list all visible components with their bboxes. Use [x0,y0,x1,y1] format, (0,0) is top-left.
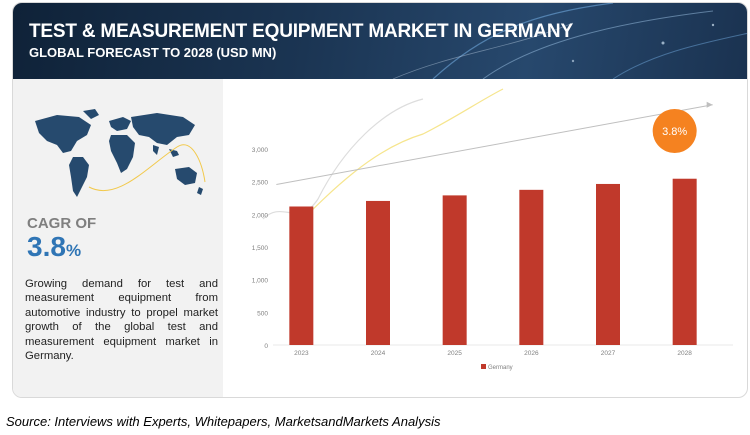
cagr-number: 3.8 [27,231,66,262]
x-tick-label: 2026 [524,350,539,357]
bar-2024 [366,200,390,345]
x-tick-label: 2023 [294,350,309,357]
summary-panel: CAGR OF 3.8% Growing demand for test and… [13,79,223,397]
chart-subtitle: GLOBAL FORECAST TO 2028 (USD MN) [29,45,277,60]
bar-2026 [519,189,544,345]
cagr-badge-label: 3.8% [662,126,687,138]
bar-2025 [442,195,467,345]
bar-2027 [596,183,620,345]
chart-area: 0 500 1,000 1,500 2,000 2,500 3,000 2023 2024 202… [223,79,747,397]
y-tick-label: 2,500 [252,180,269,187]
infographic-card: TEST & MEASUREMENT EQUIPMENT MARKET IN G… [12,2,748,398]
y-tick-label: 1,500 [252,245,269,252]
summary-description: Growing demand for test and measurement … [25,278,218,363]
bar-2023 [289,206,314,345]
cagr-unit: % [65,241,82,260]
banner-decoration [392,3,747,79]
arrow-head-icon [706,101,713,108]
header-banner: TEST & MEASUREMENT EQUIPMENT MARKET IN G… [13,3,747,79]
cagr-badge [652,109,697,153]
decorative-curve [292,88,504,230]
growth-arrow-icon [276,104,713,185]
y-tick-label: 3,000 [252,147,269,154]
source-note: Source: Interviews with Experts, Whitepa… [6,414,441,429]
legend-swatch [481,364,486,369]
x-tick-label: 2024 [371,350,386,357]
x-tick-label: 2025 [447,350,462,357]
bar-2028 [672,178,697,345]
x-tick-label: 2027 [601,350,616,357]
y-tick-label: 1,000 [252,278,269,285]
world-map-icon [35,109,206,197]
legend-label: Germany [488,365,513,371]
y-tick-label: 2,000 [252,212,269,219]
y-tick-label: 500 [257,310,268,317]
cagr-label: CAGR OF [27,215,97,232]
decorative-curve [262,98,424,220]
y-tick-label: 0 [264,343,268,350]
chart-title: TEST & MEASUREMENT EQUIPMENT MARKET IN G… [29,21,573,42]
x-tick-label: 2028 [677,350,692,357]
bar-chart: 0 500 1,000 1,500 2,000 2,500 3,000 2023 2024 202… [252,88,733,371]
cagr-value: 3.8% [27,231,81,263]
